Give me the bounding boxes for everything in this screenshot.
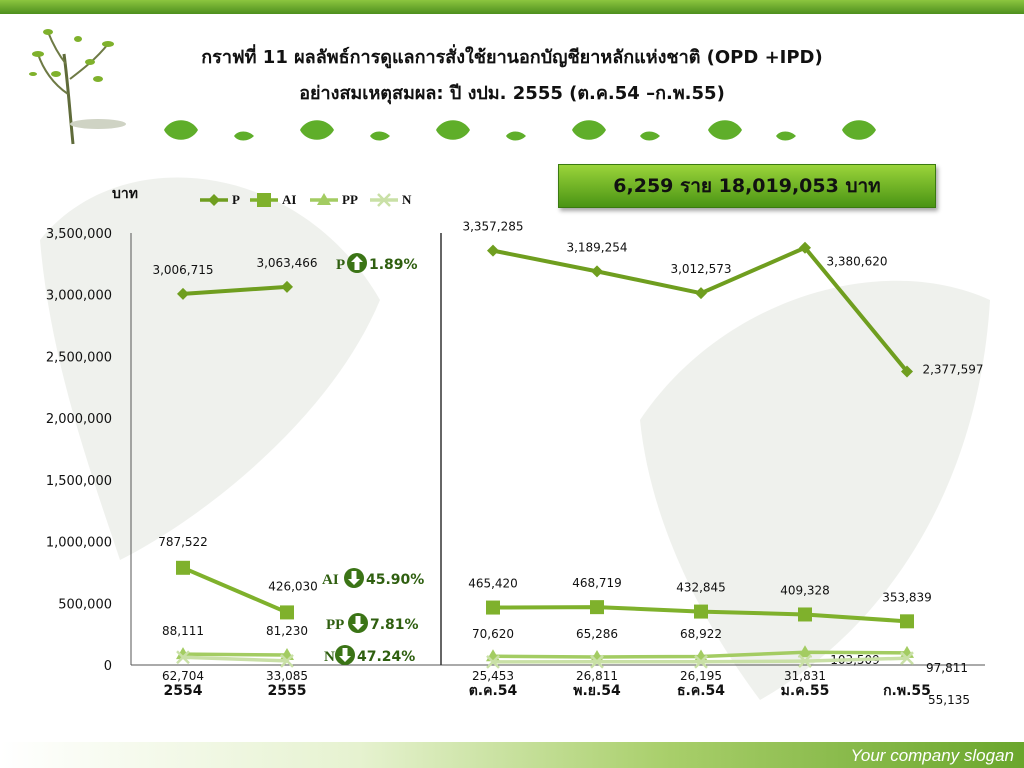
- data-label: 3,006,715: [152, 263, 213, 277]
- chart-title-line-2: อย่างสมเหตุสมผล: ปี งปม. 2555 (ต.ค.54 –ก…: [299, 83, 725, 104]
- change-series-label: PP: [326, 617, 344, 633]
- data-point-marker: [486, 654, 500, 669]
- data-label: 33,085: [266, 669, 308, 683]
- data-label: 468,719: [572, 576, 622, 590]
- y-tick-label: 2,000,000: [46, 412, 112, 427]
- data-point-marker: [281, 280, 293, 293]
- change-percent-label: 45.90%: [366, 572, 424, 588]
- data-point-marker: [799, 241, 811, 254]
- y-tick-label: 0: [104, 659, 112, 674]
- bottom-accent-bar: Your company slogan: [0, 742, 1024, 768]
- data-point-marker: [694, 654, 708, 669]
- legend-label: AI: [282, 192, 296, 207]
- change-percent-label: 1.89%: [369, 257, 418, 273]
- series-line-AI: [182, 565, 288, 615]
- data-point-marker: [177, 287, 189, 300]
- data-point-marker: [317, 193, 331, 205]
- data-point-marker: [798, 645, 812, 658]
- data-label: 3,063,466: [256, 256, 317, 270]
- company-slogan: Your company slogan: [850, 746, 1015, 765]
- data-label: 3,189,254: [566, 240, 627, 254]
- data-point-marker: [900, 614, 914, 629]
- up-arrow-icon: [351, 256, 363, 270]
- data-point-marker: [798, 607, 812, 622]
- data-label: 409,328: [780, 583, 830, 597]
- series-line-N: [182, 655, 288, 663]
- data-point-marker: [901, 365, 913, 378]
- series-line-P: [182, 284, 288, 296]
- x-tick-label: ต.ค.54: [469, 683, 518, 699]
- legend-label: PP: [342, 192, 358, 207]
- data-point-marker: [487, 244, 499, 257]
- data-point-marker: [257, 193, 271, 207]
- data-point-marker: [900, 651, 914, 666]
- data-point-marker: [208, 194, 220, 206]
- total-summary-box: 6,259 ราย 18,019,053 บาท: [558, 164, 936, 208]
- data-label: 26,811: [576, 669, 618, 683]
- change-series-label: AI: [322, 572, 339, 588]
- data-point-marker: [377, 193, 391, 207]
- data-label: 25,453: [472, 669, 514, 683]
- data-point-marker: [694, 604, 708, 619]
- down-arrow-icon: [339, 648, 351, 662]
- top-accent-bar: [0, 0, 1024, 14]
- data-point-marker: [280, 654, 294, 668]
- legend-label: N: [402, 192, 412, 207]
- down-arrow-icon: [352, 616, 364, 630]
- y-tick-label: 500,000: [58, 597, 112, 612]
- data-label: 3,357,285: [462, 220, 523, 234]
- series-line-PP: [182, 652, 288, 657]
- data-label: 26,195: [680, 669, 722, 683]
- legend-label: P: [232, 192, 240, 207]
- data-label: 81,230: [266, 624, 308, 638]
- data-label: 3,012,573: [670, 262, 731, 276]
- change-percent-label: 47.24%: [357, 649, 415, 665]
- y-tick-label: 3,000,000: [46, 289, 112, 304]
- leaf-watermark: [40, 177, 990, 700]
- y-tick-label: 2,500,000: [46, 350, 112, 365]
- data-point-marker: [590, 600, 604, 615]
- data-point-marker: [176, 560, 190, 575]
- x-tick-label: ก.พ.55: [883, 683, 931, 699]
- y-tick-label: 1,000,000: [46, 536, 112, 551]
- x-tick-label: ธ.ค.54: [677, 683, 725, 699]
- data-label: 65,286: [576, 627, 618, 641]
- data-point-marker: [798, 654, 812, 668]
- data-label: 353,839: [882, 590, 932, 604]
- data-label: 787,522: [158, 535, 208, 549]
- data-point-marker: [176, 650, 190, 665]
- data-point-marker: [486, 600, 500, 615]
- down-arrow-icon: [348, 571, 360, 585]
- data-point-marker: [591, 265, 603, 278]
- data-label: 62,704: [162, 669, 204, 683]
- x-tick-label: 2555: [268, 683, 307, 699]
- data-point-marker: [280, 605, 294, 620]
- data-point-marker: [590, 654, 604, 669]
- data-label: 426,030: [268, 579, 318, 593]
- data-label: 68,922: [680, 627, 722, 641]
- x-tick-label: พ.ย.54: [573, 683, 621, 699]
- data-label: 465,420: [468, 577, 518, 591]
- y-axis-title: บาท: [112, 186, 138, 202]
- plant-illustration: [29, 29, 126, 145]
- x-tick-label: ม.ค.55: [781, 683, 830, 699]
- y-tick-label: 3,500,000: [46, 227, 112, 242]
- data-label: 3,380,620: [826, 255, 887, 269]
- change-series-label: N: [324, 649, 335, 665]
- y-tick-label: 1,500,000: [46, 474, 112, 489]
- data-label: 31,831: [784, 669, 826, 683]
- data-label: 432,845: [676, 581, 726, 595]
- leaf-decoration-row: [164, 120, 876, 141]
- data-label: 88,111: [162, 624, 204, 638]
- data-point-marker: [695, 287, 707, 300]
- data-label: 70,620: [472, 627, 514, 641]
- change-percent-label: 7.81%: [370, 617, 419, 633]
- change-series-label: P: [336, 257, 345, 273]
- data-label: 97,811: [926, 661, 968, 675]
- data-label: 2,377,597: [922, 363, 983, 377]
- chart-title-line-1: กราฟที่ 11 ผลลัพธ์การดูแลการสั่งใช้ยานอก…: [201, 47, 823, 68]
- data-label: 55,135: [928, 693, 970, 707]
- x-tick-label: 2554: [164, 683, 203, 699]
